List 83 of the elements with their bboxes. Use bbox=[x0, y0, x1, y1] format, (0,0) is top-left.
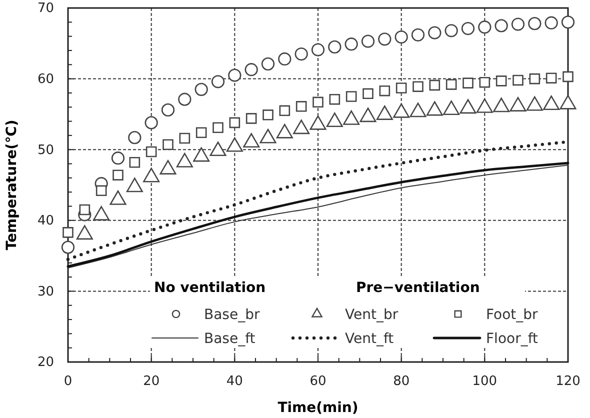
point bbox=[379, 85, 390, 96]
point bbox=[528, 17, 542, 30]
point bbox=[178, 92, 192, 106]
point bbox=[244, 63, 258, 76]
point bbox=[212, 122, 224, 134]
point bbox=[229, 117, 240, 128]
x-tick-label: 80 bbox=[393, 374, 410, 390]
y-axis-title: Temperature(℃) bbox=[4, 120, 20, 250]
x-axis-title: Time(min) bbox=[278, 400, 358, 416]
point bbox=[529, 73, 540, 84]
point bbox=[62, 227, 74, 238]
point bbox=[446, 79, 457, 90]
point bbox=[61, 240, 75, 254]
point bbox=[378, 32, 392, 46]
legend-label: Vent_ft bbox=[345, 331, 394, 347]
point bbox=[128, 131, 142, 144]
y-tick-label: 70 bbox=[37, 1, 54, 16]
point bbox=[296, 101, 307, 112]
point bbox=[194, 82, 208, 96]
point bbox=[196, 127, 207, 138]
x-tick-label: 40 bbox=[226, 374, 243, 390]
y-tick-label: 40 bbox=[37, 214, 54, 229]
point bbox=[279, 105, 290, 116]
point bbox=[294, 47, 308, 61]
x-tick-label: 60 bbox=[310, 374, 326, 390]
point bbox=[496, 76, 507, 86]
point bbox=[396, 82, 407, 94]
annotation: No ventilation bbox=[154, 280, 266, 296]
point bbox=[146, 146, 157, 158]
point bbox=[79, 204, 90, 216]
legend-label: Vent_br bbox=[345, 307, 398, 323]
legend-label: Floor_ft bbox=[486, 331, 539, 347]
point bbox=[144, 116, 158, 130]
point bbox=[512, 74, 524, 86]
point bbox=[111, 152, 125, 165]
point bbox=[328, 40, 342, 54]
point bbox=[346, 91, 357, 102]
point bbox=[262, 110, 274, 120]
point bbox=[344, 38, 358, 51]
point bbox=[261, 57, 275, 70]
point bbox=[278, 52, 292, 66]
point bbox=[112, 170, 124, 180]
y-tick-label: 30 bbox=[37, 284, 54, 300]
legend-label: Foot_br bbox=[486, 307, 538, 323]
x-tick-label: 20 bbox=[143, 374, 160, 390]
point bbox=[479, 76, 490, 88]
point bbox=[546, 72, 557, 84]
point bbox=[311, 43, 325, 56]
y-tick-label: 20 bbox=[37, 355, 54, 370]
annotation: Pre−ventilation bbox=[356, 280, 480, 296]
x-tick-label: 100 bbox=[472, 374, 498, 390]
point bbox=[179, 132, 190, 144]
point bbox=[562, 71, 574, 82]
point bbox=[511, 18, 525, 31]
y-tick-label: 50 bbox=[37, 142, 54, 158]
x-tick-label: 0 bbox=[64, 374, 72, 390]
point bbox=[444, 24, 458, 38]
point bbox=[211, 75, 225, 88]
point bbox=[361, 34, 375, 48]
point bbox=[544, 16, 558, 30]
point bbox=[161, 103, 175, 117]
point bbox=[461, 22, 475, 36]
point bbox=[96, 185, 107, 196]
point bbox=[129, 156, 140, 168]
point bbox=[462, 78, 474, 88]
point bbox=[162, 139, 174, 150]
point bbox=[329, 94, 340, 105]
point bbox=[394, 30, 408, 44]
point bbox=[312, 96, 324, 108]
point bbox=[561, 16, 575, 29]
point bbox=[478, 20, 492, 34]
legend-label: Base_br bbox=[204, 307, 260, 323]
point bbox=[428, 26, 442, 40]
point bbox=[228, 68, 242, 82]
x-tick-label: 120 bbox=[556, 374, 580, 390]
point bbox=[429, 80, 440, 91]
point bbox=[362, 88, 374, 100]
legend-label: Base_ft bbox=[204, 331, 256, 347]
point bbox=[494, 19, 508, 32]
y-tick-label: 60 bbox=[37, 72, 54, 87]
point bbox=[411, 28, 425, 42]
point bbox=[412, 81, 424, 92]
point bbox=[246, 113, 257, 124]
